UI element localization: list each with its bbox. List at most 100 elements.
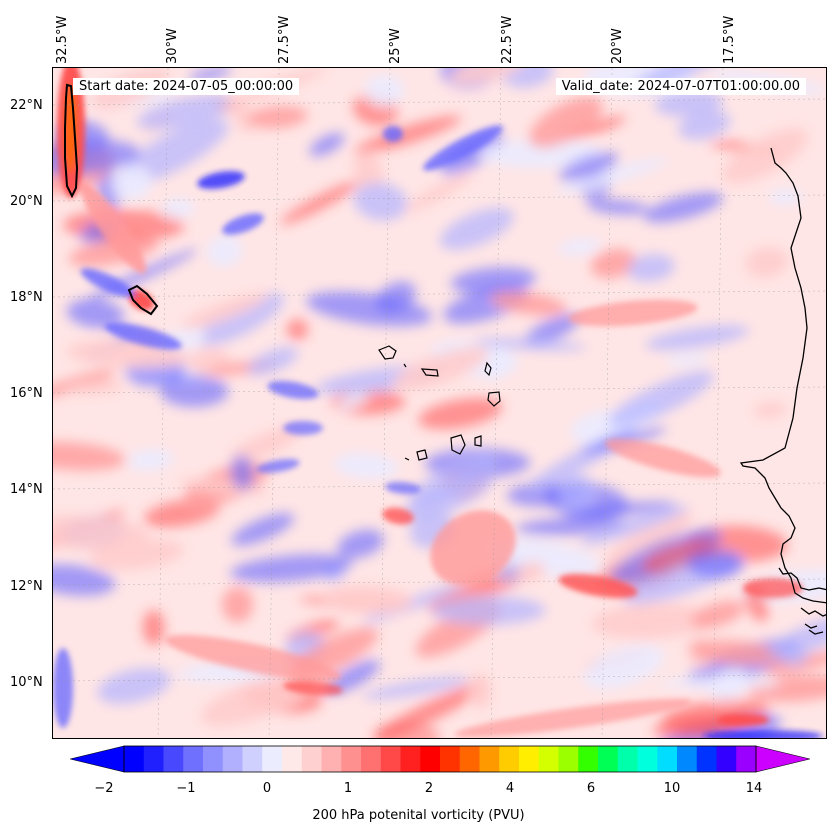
lon-label: 27.5°W (277, 15, 292, 64)
pv-feature (717, 714, 769, 726)
pv-blob (177, 478, 270, 495)
lon-label: 30°W (165, 28, 180, 64)
pv-blob (334, 452, 399, 479)
pv-blob (516, 562, 546, 582)
lat-label: 12°N (10, 579, 43, 594)
pv-blob (431, 596, 546, 625)
colorbar-cell (617, 746, 638, 772)
pv-blob (515, 516, 628, 536)
pv-feature (79, 182, 147, 274)
coastline-africa (739, 147, 826, 635)
pv-blob (753, 401, 787, 418)
pv-blob (373, 681, 488, 738)
pv-blob (221, 586, 254, 623)
island (484, 361, 492, 377)
pv-blob (627, 253, 675, 282)
pv-blob (97, 667, 171, 705)
pv-blob (247, 105, 308, 129)
pv-blob (53, 369, 116, 398)
pv-feature (164, 634, 342, 682)
pv-feature (80, 268, 136, 298)
pv-blob (449, 68, 525, 85)
colorbar-cell (696, 746, 717, 772)
island (416, 449, 428, 461)
pv-feature (743, 578, 803, 598)
colorbar-cell (222, 746, 243, 772)
colorbar-cell (321, 746, 342, 772)
pv-blob (229, 427, 301, 463)
island (403, 363, 407, 368)
pv-blob (689, 640, 784, 666)
pv-feature (53, 648, 73, 728)
pv-blob (280, 180, 361, 225)
pv-blob (768, 189, 804, 205)
lat-label: 18°N (10, 290, 43, 305)
colorbar-cell (420, 746, 441, 772)
pv-blob (247, 347, 299, 376)
pv-blob (480, 139, 601, 168)
pv-blob (136, 94, 235, 130)
lon-label: 17.5°W (722, 15, 737, 64)
pv-blob (501, 68, 554, 88)
pv-blob (587, 199, 649, 215)
pv-blob (234, 105, 257, 133)
colorbar-cell (242, 746, 263, 772)
start-date-label: Start date: 2024-07-05_00:00:00 (73, 78, 300, 95)
pv-blob (337, 529, 384, 559)
colorbar-cell (163, 746, 184, 772)
island (487, 391, 501, 407)
pv-blob (286, 318, 309, 341)
pv-blob (361, 676, 470, 700)
pv-blob (230, 455, 255, 491)
pv-feature (604, 438, 722, 478)
pv-blob (181, 293, 268, 329)
pv-blob (321, 585, 413, 615)
colorbar-cell (479, 746, 500, 772)
pv-blob (722, 128, 809, 184)
pv-blob (580, 505, 689, 546)
pv-blob (63, 381, 125, 395)
pv-blob (490, 291, 567, 316)
colorbar-cell (341, 746, 362, 772)
pv-blob (161, 198, 195, 219)
pv-feature (256, 458, 300, 474)
colorbar-cell (459, 746, 480, 772)
map-panel[interactable]: Start date: 2024-07-05_00:00:00 Valid_da… (52, 67, 827, 739)
lon-label: 22.5°W (500, 15, 515, 64)
pv-blob (564, 501, 676, 518)
pv-blob (525, 313, 579, 346)
colorbar-tick-label: −2 (94, 781, 114, 796)
pv-blob (439, 207, 514, 250)
colorbar-tick-label: 10 (663, 781, 681, 796)
pv-blob (687, 549, 744, 579)
lat-label: 16°N (10, 386, 43, 401)
parallel-line (53, 98, 826, 106)
meridian-line (712, 68, 724, 738)
colorbar-cell (143, 746, 164, 772)
lon-label: 32.5°W (55, 15, 70, 64)
pv-field-map (53, 68, 826, 738)
pv-blob (353, 182, 408, 221)
colorbar-cells (124, 746, 757, 772)
pv-blob (309, 132, 345, 157)
colorbar-cell (440, 746, 461, 772)
colorbar-cell (203, 746, 224, 772)
colorbar-tick-label: 14 (745, 781, 763, 796)
pv-blob (231, 513, 295, 546)
lat-label: 22°N (10, 98, 43, 113)
pv-feature (283, 421, 323, 435)
colorbar-cell (736, 746, 757, 772)
lon-label: 20°W (610, 28, 625, 64)
pv-blob (353, 152, 384, 190)
gridlines (53, 68, 826, 738)
pv-blob (404, 172, 473, 213)
pv-blob (768, 615, 826, 658)
pv-feature (222, 213, 264, 235)
pv-blob (402, 475, 493, 521)
colorbar-cell (282, 746, 303, 772)
pv-feature (568, 299, 698, 327)
colorbar-cell (716, 746, 737, 772)
pv-blob (782, 648, 808, 667)
pv-blob (678, 110, 731, 140)
colorbar-cell (499, 746, 520, 772)
